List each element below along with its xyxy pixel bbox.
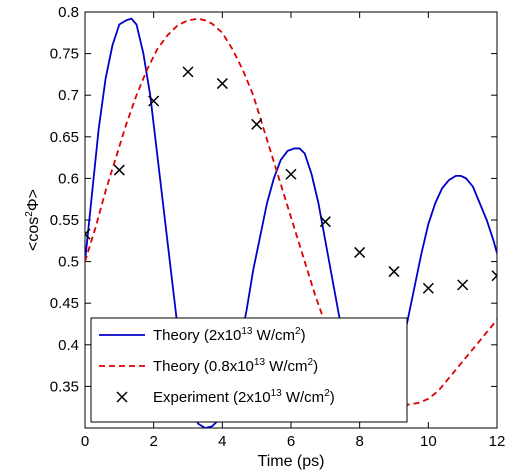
y-tick-label: 0.45 (50, 295, 79, 312)
data-point (216, 78, 228, 90)
legend-entry-0: Theory (2x1013 W/cm2) (99, 326, 306, 344)
data-point (113, 164, 125, 176)
y-axis-label-pre: <cos (25, 217, 42, 251)
legend-marker-swatch (116, 391, 128, 403)
data-point (491, 270, 497, 282)
data-point (251, 118, 263, 130)
data-point (457, 279, 469, 291)
y-tick-label: 0.35 (50, 378, 79, 395)
legend-label: Theory (0.8x1013 W/cm2) (153, 357, 318, 375)
y-tick-label: 0.75 (50, 46, 79, 63)
x-tick-label: 2 (149, 433, 157, 450)
y-tick-label: 0.4 (58, 337, 79, 354)
data-point (422, 282, 434, 294)
x-tick-label: 4 (218, 433, 226, 450)
y-tick-label: 0.6 (58, 170, 79, 187)
x-tick-label: 10 (420, 433, 437, 450)
y-axis-label-sup: 2 (24, 211, 35, 217)
data-point (182, 66, 194, 78)
legend-entry-1: Theory (0.8x1013 W/cm2) (99, 357, 318, 375)
axis-ticks: 0 2 4 6 8 10 12 0.35 0.4 0.45 0.5 0.55 0.6 0.65 0.7 0.7… (50, 4, 506, 450)
x-tick-label: 12 (489, 433, 506, 450)
y-tick-label: 0.5 (58, 254, 79, 271)
x-tick-label: 8 (355, 433, 363, 450)
series-layer (85, 17, 497, 428)
y-axis-label: <cos2Φ> (24, 189, 42, 251)
data-point (285, 168, 297, 180)
data-point (354, 246, 366, 258)
data-point (319, 216, 331, 228)
x-tick-label: 0 (81, 433, 89, 450)
x-axis-label: Time (ps) (258, 453, 325, 470)
data-point (85, 228, 91, 240)
y-tick-label: 0.55 (50, 212, 79, 229)
legend-entry-2: Experiment (2x1013 W/cm2) (116, 388, 335, 406)
y-tick-label: 0.7 (58, 87, 79, 104)
y-tick-label: 0.65 (50, 129, 79, 146)
y-tick-label: 0.8 (58, 4, 79, 21)
series-line-1 (85, 17, 497, 407)
data-point (388, 266, 400, 278)
legend-label: Experiment (2x1013 W/cm2) (153, 388, 335, 406)
legend: Theory (2x1013 W/cm2) Theory (0.8x1013 W/… (90, 317, 408, 423)
data-point (148, 95, 160, 107)
legend-label: Theory (2x1013 W/cm2) (153, 326, 306, 344)
x-tick-label: 6 (287, 433, 295, 450)
y-axis-label-post: Φ> (25, 189, 42, 211)
series-line-0 (85, 17, 497, 428)
